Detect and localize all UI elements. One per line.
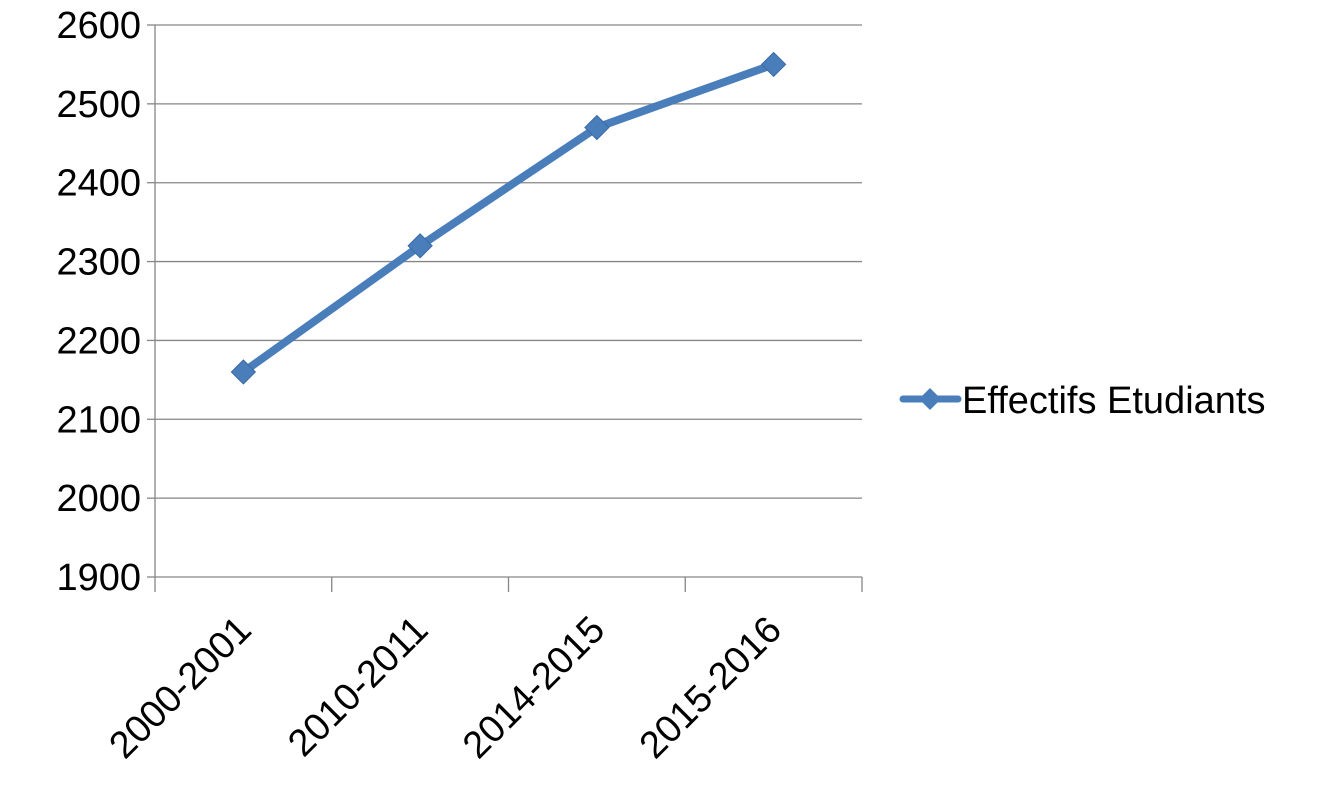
y-tick-label: 2100 (56, 399, 141, 441)
x-tick-label: 2000-2001 (102, 609, 260, 767)
series-lines (239, 60, 778, 376)
data-point-marker (407, 233, 433, 259)
y-tick-label: 2600 (56, 5, 141, 47)
series-line (239, 60, 778, 376)
y-tick-labels: 1900 2000 2100 2200 2300 2400 2500 2600 (56, 5, 141, 599)
data-point-marker (230, 359, 257, 385)
gridlines (155, 24, 862, 499)
legend: Effectifs Etudiants (899, 380, 1265, 422)
x-tick-label: 2010-2011 (280, 609, 436, 765)
y-tick-label: 2500 (56, 84, 141, 126)
y-tick-label: 2400 (56, 163, 141, 205)
data-point-marker (584, 114, 610, 141)
x-tick-label: 2014-2015 (455, 609, 613, 767)
y-tick-label: 1900 (56, 557, 141, 599)
x-tick-label: 2015-2016 (632, 609, 790, 767)
data-markers (230, 51, 787, 385)
axes (147, 24, 863, 592)
legend-label: Effectifs Etudiants (962, 380, 1265, 422)
data-point-marker (760, 51, 787, 78)
y-tick-label: 2200 (56, 320, 141, 362)
x-tick-labels: 2000-2001 2010-2011 2014-2015 2015-2016 (102, 609, 790, 767)
y-tick-label: 2300 (56, 242, 141, 284)
legend-diamond-marker (919, 388, 941, 410)
y-tick-label: 2000 (56, 478, 141, 520)
